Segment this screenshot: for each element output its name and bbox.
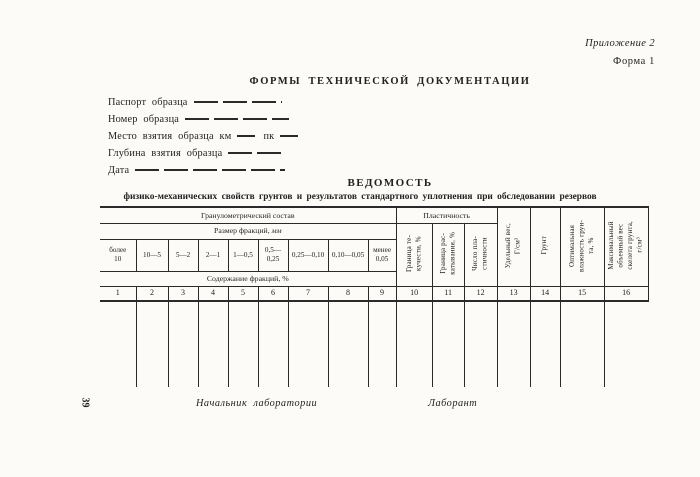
size-col-1: более 10 xyxy=(100,238,137,272)
fill-line xyxy=(193,101,282,103)
size-col-8: 0,10—0,05 xyxy=(327,238,369,272)
table-body-cell xyxy=(367,300,397,387)
header-liquid-limit: Граница те- кучести, % xyxy=(395,222,433,287)
field-sample-location-label: Место взятия образца км xyxy=(108,131,232,142)
size-col-6: 0,5—0,25 xyxy=(257,238,289,272)
table-body-cell xyxy=(496,300,531,387)
column-number-cell: 7 xyxy=(287,285,329,302)
column-number-cell: 13 xyxy=(496,285,531,302)
appendix-label: Приложение 2 xyxy=(585,38,655,49)
header-plastic-limit: Граница рас- катывания, % xyxy=(431,222,465,287)
sheet-title: ВЕДОМОСТЬ xyxy=(347,177,433,189)
column-number-cell: 4 xyxy=(197,285,229,302)
column-number-row: 1 2 3 4 5 6 7 8 9 10 11 12 13 14 15 16 xyxy=(100,285,649,302)
field-date: Дата xyxy=(108,162,298,179)
header-specific-weight-text: Удельный вес, Г/см³ xyxy=(504,222,522,269)
column-number-cell: 9 xyxy=(367,285,397,302)
header-max-skeleton-weight: Максимальный объемный вес скелета грунта… xyxy=(603,206,649,287)
signature-lab-assistant: Лаборант xyxy=(428,398,478,409)
table-body-cell xyxy=(287,300,329,387)
table-body-cell xyxy=(257,300,289,387)
table-body-cell xyxy=(100,300,137,387)
header-soil: Грунт xyxy=(529,206,561,287)
header-liquid-limit-text: Граница те- кучести, % xyxy=(404,234,423,272)
size-col-4: 2—1 xyxy=(197,238,229,272)
field-passport: Паспорт образца xyxy=(108,94,298,111)
column-number-cell: 6 xyxy=(257,285,289,302)
table-body-cell xyxy=(463,300,498,387)
column-number-cell: 1 xyxy=(100,285,137,302)
size-col-7: 0,25—0,10 xyxy=(287,238,329,272)
form-number-label: Форма 1 xyxy=(613,56,655,67)
table-body-cell xyxy=(227,300,259,387)
field-date-label: Дата xyxy=(108,165,130,176)
field-sample-location: Место взятия образца км пк xyxy=(108,128,299,145)
header-optimal-moisture-text: Оптимальная влажность грун- та, % xyxy=(567,219,595,272)
sheet-subtitle: физико-механических свойств грунтов и ре… xyxy=(123,192,597,202)
header-plasticity: Пластичность xyxy=(395,206,498,224)
header-fraction-content: Содержание фракций, % xyxy=(100,270,397,287)
fill-line xyxy=(228,152,287,154)
header-fraction-size: Размер фракций, мм xyxy=(100,222,397,240)
header-soil-text: Грунт xyxy=(540,236,549,255)
header-plasticity-index: Число пла- стичности xyxy=(463,222,498,287)
empty-data-row xyxy=(100,300,649,387)
properties-table: Гранулометрический состав Пластичность У… xyxy=(100,206,649,387)
size-col-2: 10—5 xyxy=(135,238,169,272)
fill-line xyxy=(185,118,290,120)
document-title: ФОРМЫ ТЕХНИЧЕСКОЙ ДОКУМЕНТАЦИИ xyxy=(249,76,531,87)
table-body-cell xyxy=(603,300,649,387)
signature-lab-chief: Начальник лаборатории xyxy=(196,398,318,409)
page-number: 39 xyxy=(79,397,91,408)
table-body-cell xyxy=(135,300,169,387)
column-number-cell: 8 xyxy=(327,285,369,302)
field-sample-depth-label: Глубина взятия образца xyxy=(108,148,223,159)
table-body-cell xyxy=(431,300,465,387)
fill-line xyxy=(135,169,286,171)
header-optimal-moisture: Оптимальная влажность грун- та, % xyxy=(559,206,605,287)
header-granulometric: Гранулометрический состав xyxy=(100,206,397,224)
fill-line xyxy=(237,135,256,137)
form-fields-block: Паспорт образца Номер образца Место взят… xyxy=(108,94,299,179)
header-plasticity-index-text: Число пла- стичности xyxy=(471,235,489,271)
table-body-cell xyxy=(327,300,369,387)
column-number-cell: 10 xyxy=(395,285,433,302)
header-fraction-size-unit: мм xyxy=(271,226,282,236)
header-plastic-limit-text: Граница рас- катывания, % xyxy=(438,231,457,275)
table-body-cell xyxy=(395,300,433,387)
column-number-cell: 15 xyxy=(559,285,605,302)
column-number-cell: 12 xyxy=(463,285,498,302)
column-number-cell: 3 xyxy=(167,285,199,302)
column-number-cell: 2 xyxy=(135,285,169,302)
table-body-cell xyxy=(197,300,229,387)
table-body-cell xyxy=(167,300,199,387)
header-fraction-size-text: Размер фракций, xyxy=(214,226,270,236)
field-sample-number: Номер образца xyxy=(108,111,298,128)
column-number-cell: 5 xyxy=(227,285,259,302)
field-sample-number-label: Номер образца xyxy=(108,114,180,125)
fill-line xyxy=(280,135,299,137)
size-col-3: 5—2 xyxy=(167,238,199,272)
table-body-cell xyxy=(559,300,605,387)
table-body-cell xyxy=(529,300,561,387)
size-col-9: менее 0,05 xyxy=(367,238,397,272)
field-passport-label: Паспорт образца xyxy=(108,97,188,108)
column-number-cell: 14 xyxy=(529,285,561,302)
field-sample-location-pk-label: пк xyxy=(263,131,275,142)
field-sample-depth: Глубина взятия образца xyxy=(108,145,298,162)
column-number-cell: 16 xyxy=(603,285,649,302)
size-col-5: 1—0,5 xyxy=(227,238,259,272)
column-number-cell: 11 xyxy=(431,285,465,302)
header-max-skeleton-weight-text: Максимальный объемный вес скелета грунта… xyxy=(607,221,644,270)
header-specific-weight: Удельный вес, Г/см³ xyxy=(496,206,531,287)
